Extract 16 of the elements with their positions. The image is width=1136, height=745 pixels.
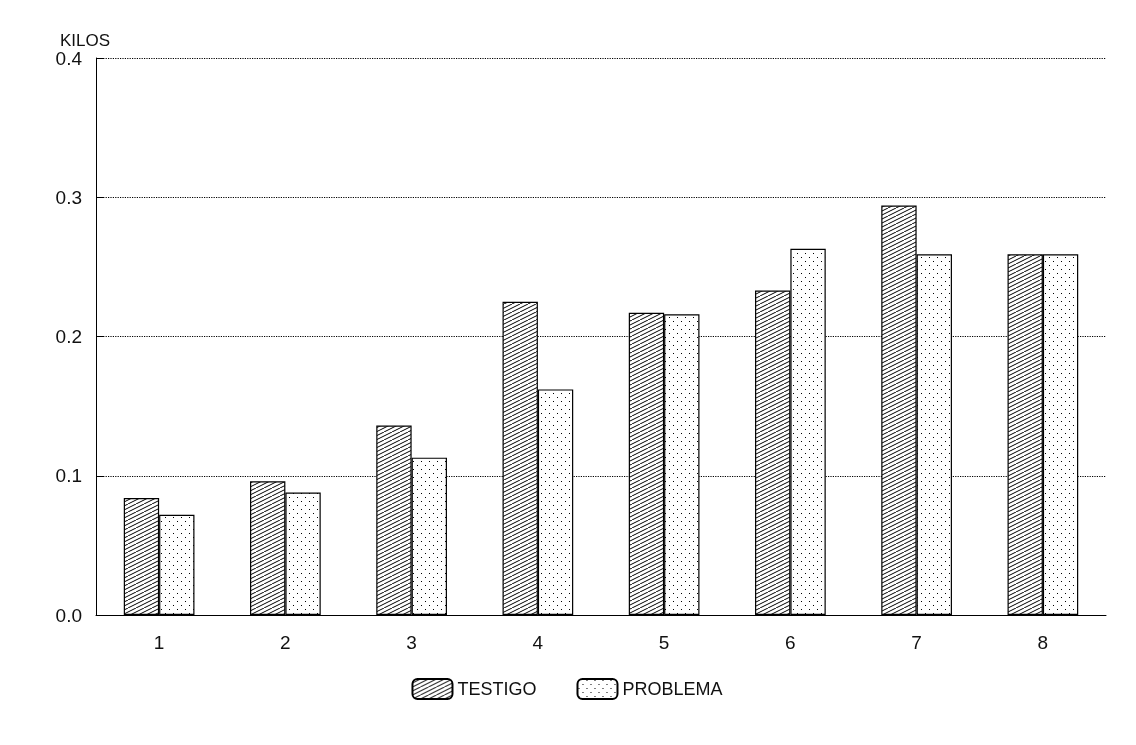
x-tick-label: 1 bbox=[153, 632, 165, 653]
x-tick-label: 2 bbox=[280, 632, 291, 653]
y-axis-title: KILOS bbox=[60, 30, 111, 50]
y-tick-label: 0.0 bbox=[55, 604, 82, 626]
x-tick-label: 6 bbox=[785, 632, 796, 653]
y-tick-label: 0.2 bbox=[55, 326, 82, 347]
y-tick-label: 0.4 bbox=[55, 47, 83, 69]
x-tick-label: 7 bbox=[911, 632, 922, 653]
x-tick-label: 5 bbox=[658, 632, 670, 653]
legend-label: PROBLEMA bbox=[622, 679, 723, 699]
x-tick-label: 8 bbox=[1037, 632, 1049, 653]
legend-label: TESTIGO bbox=[457, 679, 537, 699]
y-tick-label: 0.1 bbox=[55, 465, 82, 487]
x-tick-label: 3 bbox=[406, 632, 417, 653]
y-tick-label: 0.3 bbox=[55, 186, 82, 208]
x-tick-label: 4 bbox=[532, 632, 544, 653]
